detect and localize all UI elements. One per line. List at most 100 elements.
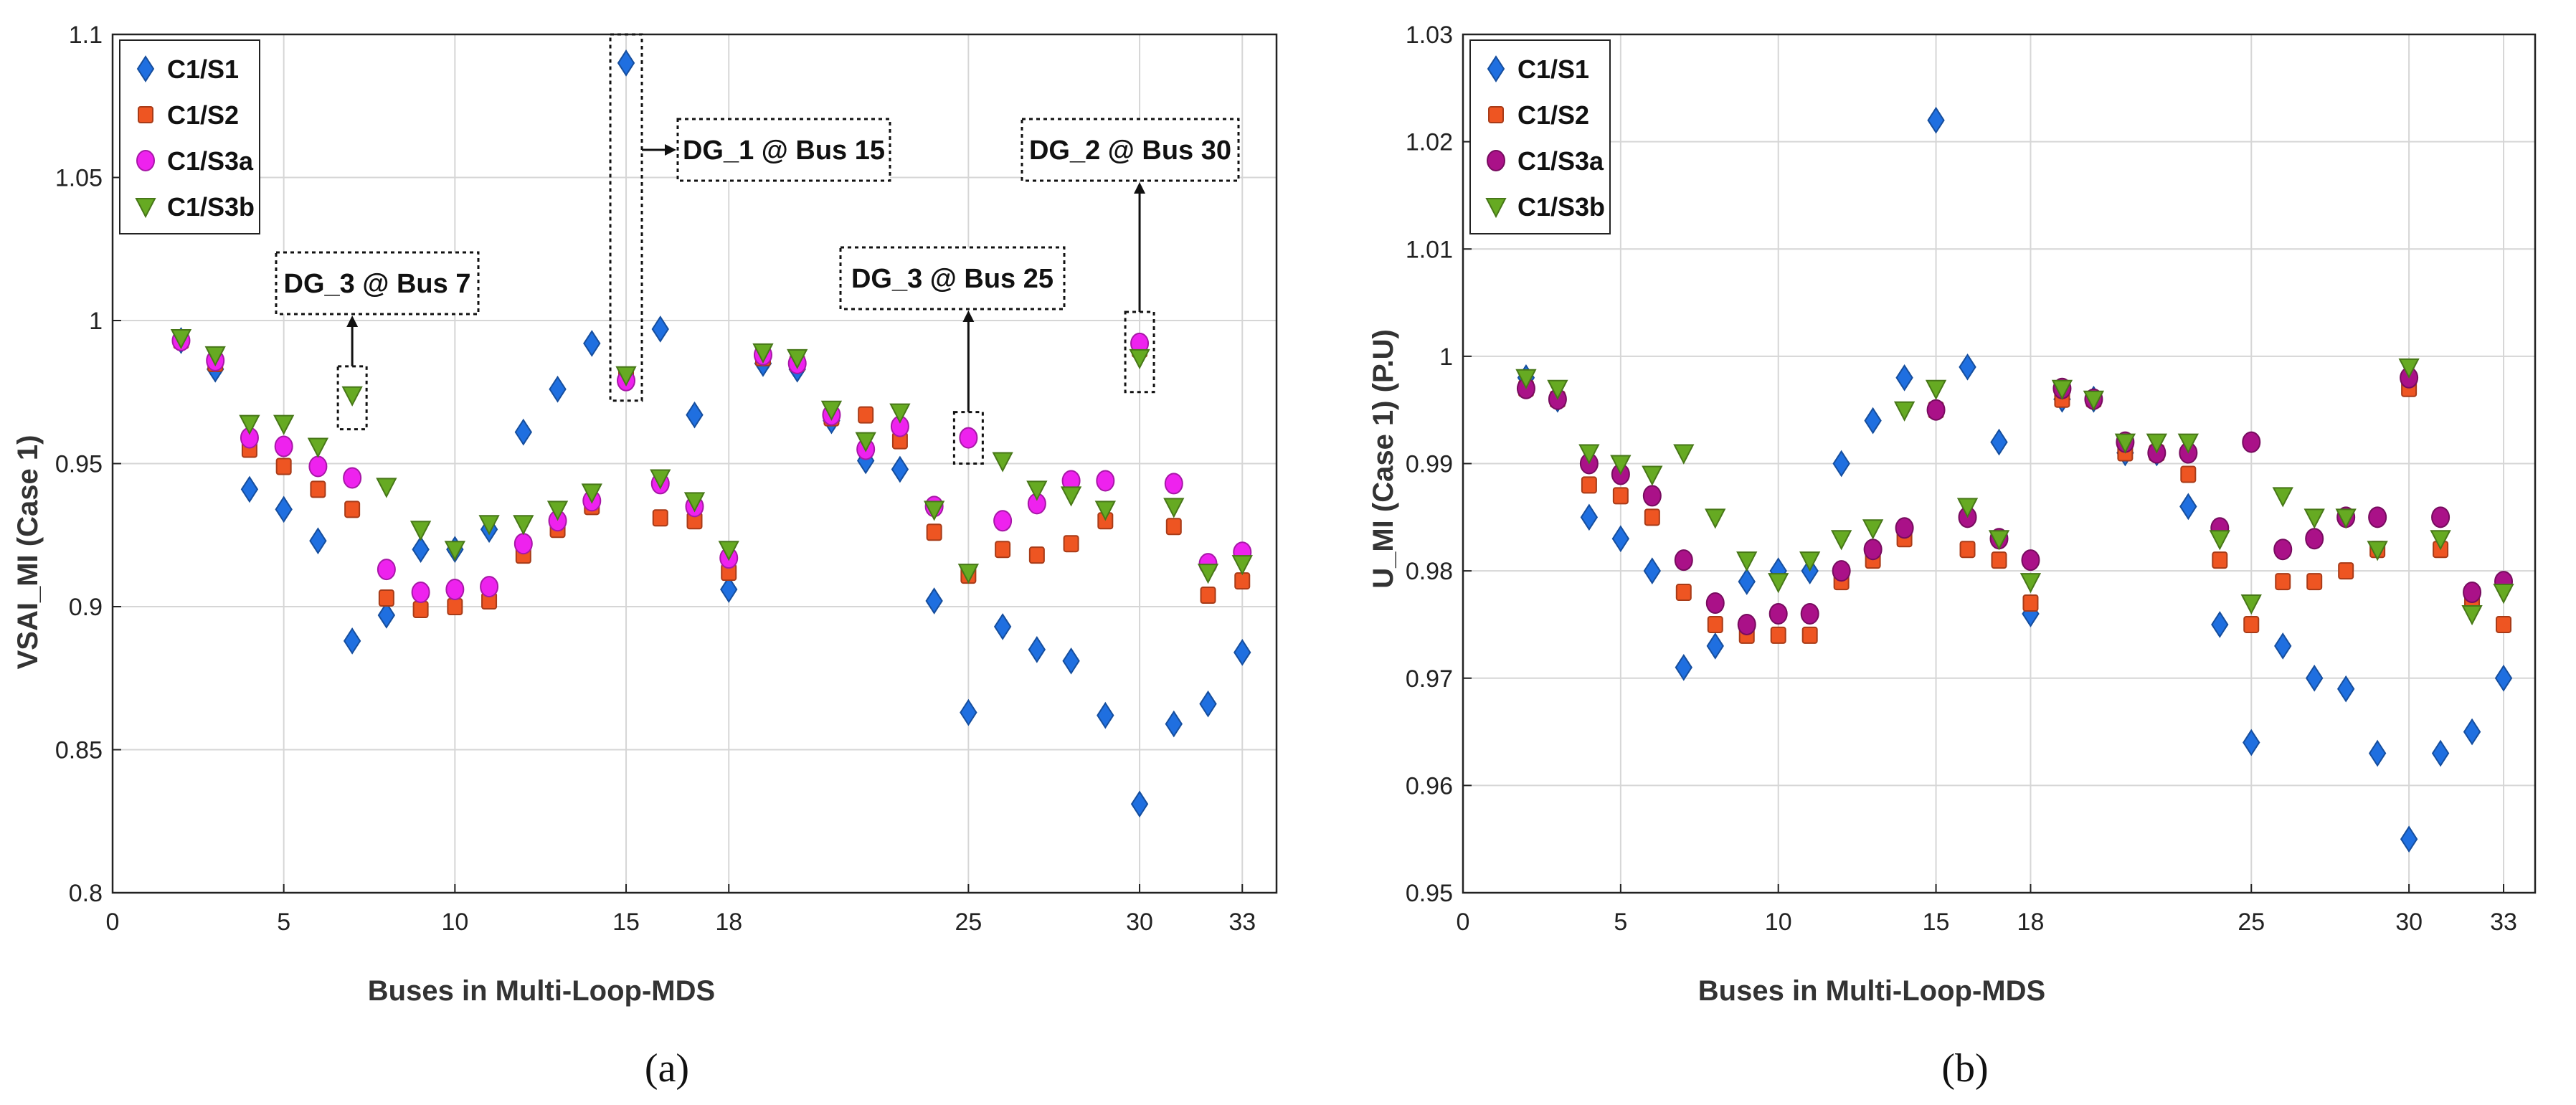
chart-a-point <box>959 427 978 449</box>
chart-a-point <box>376 478 397 498</box>
chart-a-legend-marker <box>136 55 155 82</box>
chart-a-point <box>718 541 739 561</box>
chart-b-ytick-label: 0.99 <box>1406 451 1453 478</box>
chart-a-xtick-label: 25 <box>955 909 982 936</box>
chart-b-point <box>1801 626 1818 644</box>
chart-b-point <box>2496 615 2512 633</box>
chart-b-point <box>1864 407 1882 435</box>
chart-b-point <box>2083 390 2105 411</box>
chart-a-legend-marker <box>138 106 153 123</box>
chart-a-point <box>891 455 909 483</box>
chart-b-xtick-label: 25 <box>2238 909 2265 936</box>
chart-b-legend-marker <box>1485 198 1507 219</box>
chart-b-point <box>1581 476 1597 494</box>
chart-b-point <box>1927 106 1945 134</box>
chart-a-legend-marker <box>135 198 156 219</box>
chart-a-point <box>240 475 259 503</box>
chart-b-point <box>1799 551 1821 572</box>
chart-b-point <box>2209 530 2230 551</box>
chart-a-point <box>820 400 843 421</box>
chart-b-point <box>2493 584 2514 604</box>
annotation-label-box <box>1021 118 1240 182</box>
chart-b-ytick-label: 1.03 <box>1406 22 1453 49</box>
chart-a-point <box>650 469 671 490</box>
chart-b-point <box>2243 729 2260 757</box>
annotation-label: DG_3 @ Bus 7 <box>284 269 471 299</box>
chart-b-series-1 <box>1517 106 2513 853</box>
annotation-label: DG_3 @ Bus 25 <box>851 264 1053 294</box>
chart-b-xtick-label: 18 <box>2017 909 2045 936</box>
chart-b-legend: C1/S1 C1/S2 C1/S3a C1/S3b <box>1469 39 1611 234</box>
chart-a-point <box>1028 546 1045 564</box>
chart-b-ytick-label: 0.96 <box>1406 772 1453 800</box>
chart-a-point <box>307 437 329 458</box>
annotation-label: DG_1 @ Bus 15 <box>683 136 885 166</box>
chart-b-series-3 <box>1516 366 2514 635</box>
chart-b-point <box>1895 364 1913 392</box>
chart-a-point <box>889 403 911 424</box>
chart-b-xtick-label: 10 <box>1765 909 1792 936</box>
chart-a-point <box>378 589 394 607</box>
chart-b-point <box>2242 431 2261 453</box>
chart-b-point <box>2146 433 2168 454</box>
annotation-label: DG_2 @ Bus 30 <box>1029 136 1231 166</box>
chart-a-point <box>1063 535 1079 553</box>
chart-b-point <box>2273 539 2293 561</box>
chart-b-ytick-label: 0.95 <box>1406 880 1453 907</box>
chart-b-point <box>1988 530 2010 551</box>
chart-a-point <box>1026 480 1048 501</box>
chart-a-point <box>1096 470 1115 492</box>
chart-a-point <box>273 414 295 435</box>
chart-b-point <box>1895 517 1914 539</box>
chart-b-point <box>2211 611 2229 638</box>
chart-b-point <box>1738 568 1756 595</box>
chart-b-point <box>1611 525 1630 553</box>
chart-a-ytick-label: 0.8 <box>69 880 103 907</box>
chart-b-point <box>2272 487 2293 508</box>
chart-a-legend-marker <box>136 150 155 171</box>
chart-b-point <box>1642 485 1662 507</box>
chart-a-point <box>412 600 429 618</box>
chart-b-point <box>1768 573 1789 594</box>
chart-b-legend-label: C1/S3b <box>1517 192 1605 222</box>
annotation-arrowhead <box>665 144 676 156</box>
chart-b-point <box>1578 444 1600 465</box>
chart-b-point <box>1515 369 1537 389</box>
chart-a-point <box>444 541 466 561</box>
chart-b-ytick-label: 0.98 <box>1406 558 1453 585</box>
chart-b-point <box>1956 498 1979 518</box>
chart-b-legend-label: C1/S2 <box>1517 100 1589 130</box>
chart-a-xlabel: Buses in Multi-Loop-MDS <box>368 975 715 1007</box>
chart-b-point <box>1737 613 1756 635</box>
chart-a-xtick-label: 5 <box>277 909 290 936</box>
chart-a-point <box>1197 564 1219 584</box>
chart-a-point <box>615 366 637 386</box>
chart-a-point <box>341 386 363 407</box>
chart-a-series-4 <box>170 328 1253 584</box>
chart-b-point <box>1832 560 1851 582</box>
chart-b-point <box>2463 718 2481 746</box>
chart-a-series-2 <box>173 331 1251 618</box>
chart-a-point <box>275 457 292 475</box>
chart-b-point <box>1674 549 1693 572</box>
chart-b-point <box>2240 594 2262 615</box>
chart-a-point <box>377 559 396 581</box>
chart-a-point <box>478 515 500 536</box>
chart-b-point <box>2019 573 2042 594</box>
chart-b-point <box>1610 455 1632 475</box>
annotation-marker-box <box>609 33 643 402</box>
chart-a-point <box>686 401 704 429</box>
chart-a-annotations: DG_3 @ Bus 7 DG_1 @ Bus 15 DG_3 @ Bus 25 DG… <box>275 33 1240 465</box>
caption-a: (a) <box>645 1046 689 1091</box>
chart-a-svg: VSAI_MI (Case 1) Buses in Multi-Loop-MDS… <box>12 22 1278 1091</box>
chart-a-point <box>514 418 533 446</box>
chart-a-point <box>1165 710 1183 738</box>
chart-a-point <box>546 501 569 521</box>
chart-b-point <box>1675 584 1692 602</box>
chart-a-point <box>1130 790 1149 818</box>
chart-b-point <box>1580 503 1599 531</box>
caption-b: (b) <box>1941 1046 1988 1091</box>
chart-b-ytick-label: 1 <box>1439 343 1453 371</box>
chart-a-point <box>1233 638 1251 666</box>
chart-a-point <box>683 492 706 513</box>
